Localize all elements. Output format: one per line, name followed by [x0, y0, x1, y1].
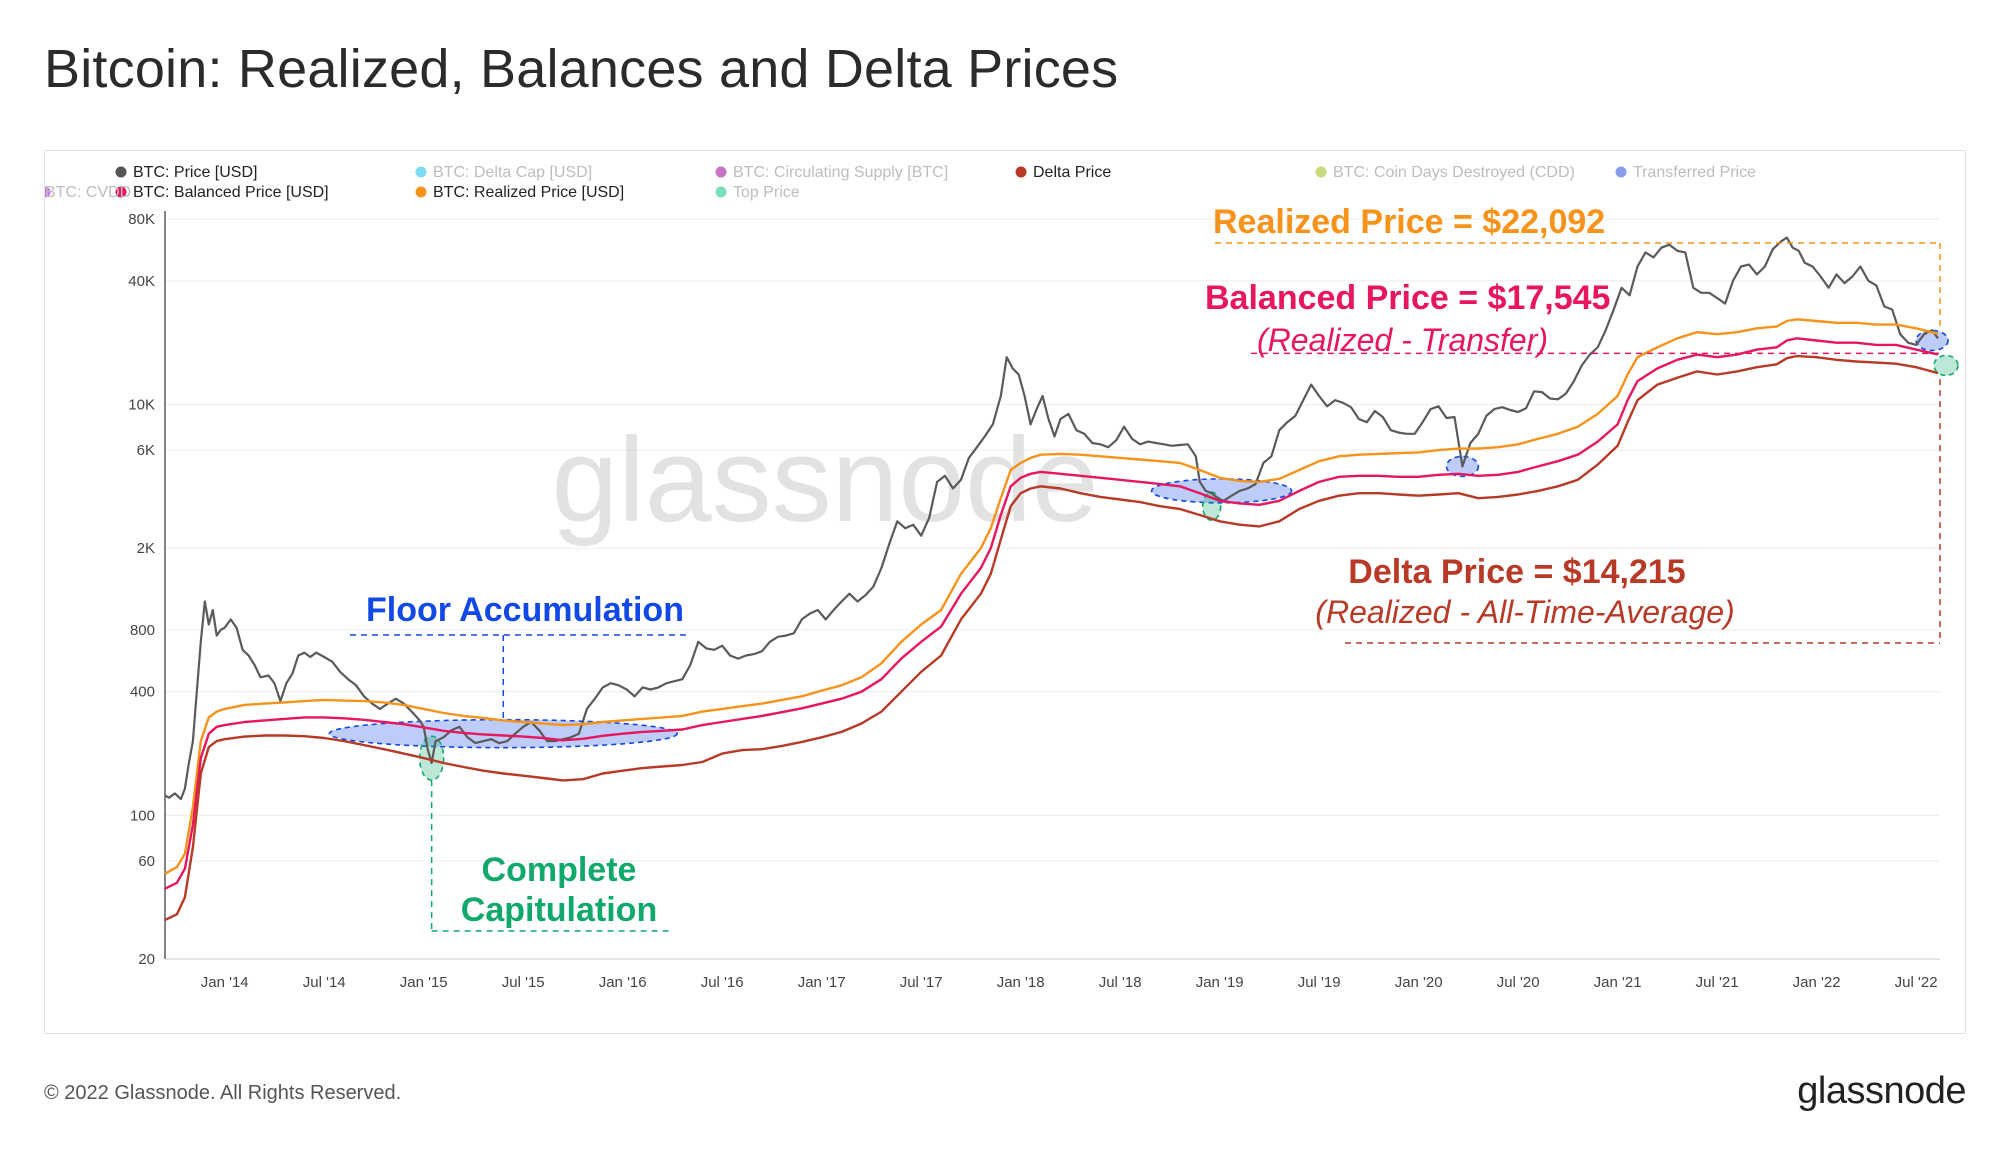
- chart-svg: glassnode BTC: Price [USD] BTC: Delta Cap…: [45, 164, 1959, 991]
- capitulation-annotation-line2: Capitulation: [461, 891, 657, 929]
- legend-label: BTC: Delta Cap [USD]: [433, 164, 592, 181]
- x-tick-label: Jul '15: [502, 974, 545, 991]
- y-tick-label: 2K: [137, 540, 155, 557]
- y-tick-label: 400: [130, 684, 155, 701]
- series-line-btc-realized-price-usd: [164, 318, 1939, 875]
- x-tick-label: Jul '21: [1696, 974, 1739, 991]
- legend-item: BTC: Delta Cap [USD]: [415, 164, 592, 181]
- legend-label: Delta Price: [1033, 164, 1111, 181]
- x-tick-label: Jul '22: [1895, 974, 1938, 991]
- x-tick-label: Jul '20: [1497, 974, 1540, 991]
- y-tick-label: 6K: [137, 442, 155, 459]
- grid: [165, 218, 1940, 960]
- balanced-price-annotation: Balanced Price = $17,545: [1205, 279, 1610, 317]
- legend-label: BTC: CVDD: [45, 184, 131, 201]
- annotations: Realized Price = $22,092 Balanced Price =…: [350, 203, 1941, 932]
- legend-label: BTC: Circulating Supply [BTC]: [733, 164, 948, 181]
- legend-item: BTC: Realized Price [USD]: [415, 184, 624, 201]
- x-tick-label: Jan '16: [599, 974, 647, 991]
- legend-label: BTC: Price [USD]: [133, 164, 257, 181]
- legend-item: Top Price: [715, 184, 800, 201]
- legend-item: Transferred Price: [1615, 164, 1756, 181]
- legend-label: Top Price: [733, 184, 800, 201]
- series-line-delta-price: [164, 354, 1939, 921]
- y-tick-label: 40K: [128, 273, 155, 290]
- x-tick-label: Jul '17: [900, 974, 943, 991]
- y-tick-label: 80K: [128, 211, 155, 228]
- chart-frame: glassnode BTC: Price [USD] BTC: Delta Cap…: [44, 150, 1966, 1034]
- legend-marker-icon: [115, 186, 127, 198]
- footer-brand-logo[interactable]: glassnode: [1797, 1070, 1966, 1112]
- series-lines: [164, 236, 1939, 921]
- legend-item: BTC: Balanced Price [USD]: [115, 184, 329, 201]
- x-tick-label: Jan '20: [1395, 974, 1443, 991]
- delta-price-annotation: Delta Price = $14,215: [1348, 553, 1685, 591]
- x-tick-label: Jan '22: [1793, 974, 1841, 991]
- legend-marker-icon: [1015, 166, 1027, 178]
- capitulation-zone-2022: [1933, 354, 1959, 377]
- delta-price-subtitle: (Realized - All-Time-Average): [1315, 594, 1734, 630]
- y-tick-label: 100: [130, 807, 155, 824]
- legend-item: BTC: Coin Days Destroyed (CDD): [1315, 164, 1575, 181]
- x-tick-label: Jan '21: [1594, 974, 1642, 991]
- legend-marker-icon: [1615, 166, 1627, 178]
- page-title: Bitcoin: Realized, Balances and Delta Pr…: [44, 39, 1119, 99]
- legend-marker-icon: [715, 186, 727, 198]
- x-tick-label: Jul '19: [1298, 974, 1341, 991]
- legend-marker-icon: [415, 166, 427, 178]
- balanced-price-subtitle: (Realized - Transfer): [1257, 322, 1548, 358]
- x-tick-label: Jul '16: [701, 974, 744, 991]
- x-tick-label: Jul '14: [303, 974, 346, 991]
- legend-label: Transferred Price: [1633, 164, 1756, 181]
- y-tick-label: 20: [138, 951, 155, 968]
- legend-marker-icon: [1315, 166, 1327, 178]
- capitulation-annotation-line1: Complete: [482, 851, 637, 889]
- legend-label: BTC: Realized Price [USD]: [433, 184, 624, 201]
- series-line-btc-price-usd: [164, 236, 1939, 801]
- legend-marker-icon: [415, 186, 427, 198]
- legend-marker-icon: [115, 166, 127, 178]
- y-tick-label: 10K: [128, 397, 155, 414]
- legend-item: BTC: Circulating Supply [BTC]: [715, 164, 948, 181]
- x-tick-label: Jan '15: [400, 974, 448, 991]
- legend-marker-icon: [715, 166, 727, 178]
- legend-item: BTC: Price [USD]: [115, 164, 257, 181]
- legend-marker-icon: [45, 186, 51, 198]
- series-line-btc-balanced-price-usd: [164, 337, 1939, 890]
- legend-item: BTC: CVDD: [45, 184, 131, 201]
- axes: 20 60 100 400 800 2K 6K 10K 40K 80K Jan '14 Jul '14…: [128, 211, 1940, 991]
- x-tick-label: Jan '19: [1196, 974, 1244, 991]
- floor-accumulation-annotation: Floor Accumulation: [366, 591, 684, 629]
- y-tick-label: 800: [130, 622, 155, 639]
- footer-copyright: © 2022 Glassnode. All Rights Reserved.: [44, 1082, 402, 1104]
- x-tick-label: Jan '17: [798, 974, 846, 991]
- x-tick-label: Jul '18: [1099, 974, 1142, 991]
- legend-label: BTC: Coin Days Destroyed (CDD): [1333, 164, 1575, 181]
- highlight-zones: [328, 329, 1959, 781]
- realized-price-annotation: Realized Price = $22,092: [1213, 203, 1605, 241]
- x-tick-label: Jan '14: [201, 974, 249, 991]
- y-tick-label: 60: [138, 853, 155, 870]
- legend: BTC: Price [USD] BTC: Delta Cap [USD] BTC:…: [45, 164, 1756, 201]
- legend-label: BTC: Balanced Price [USD]: [133, 184, 329, 201]
- x-tick-label: Jan '18: [997, 974, 1045, 991]
- legend-item: Delta Price: [1015, 164, 1111, 181]
